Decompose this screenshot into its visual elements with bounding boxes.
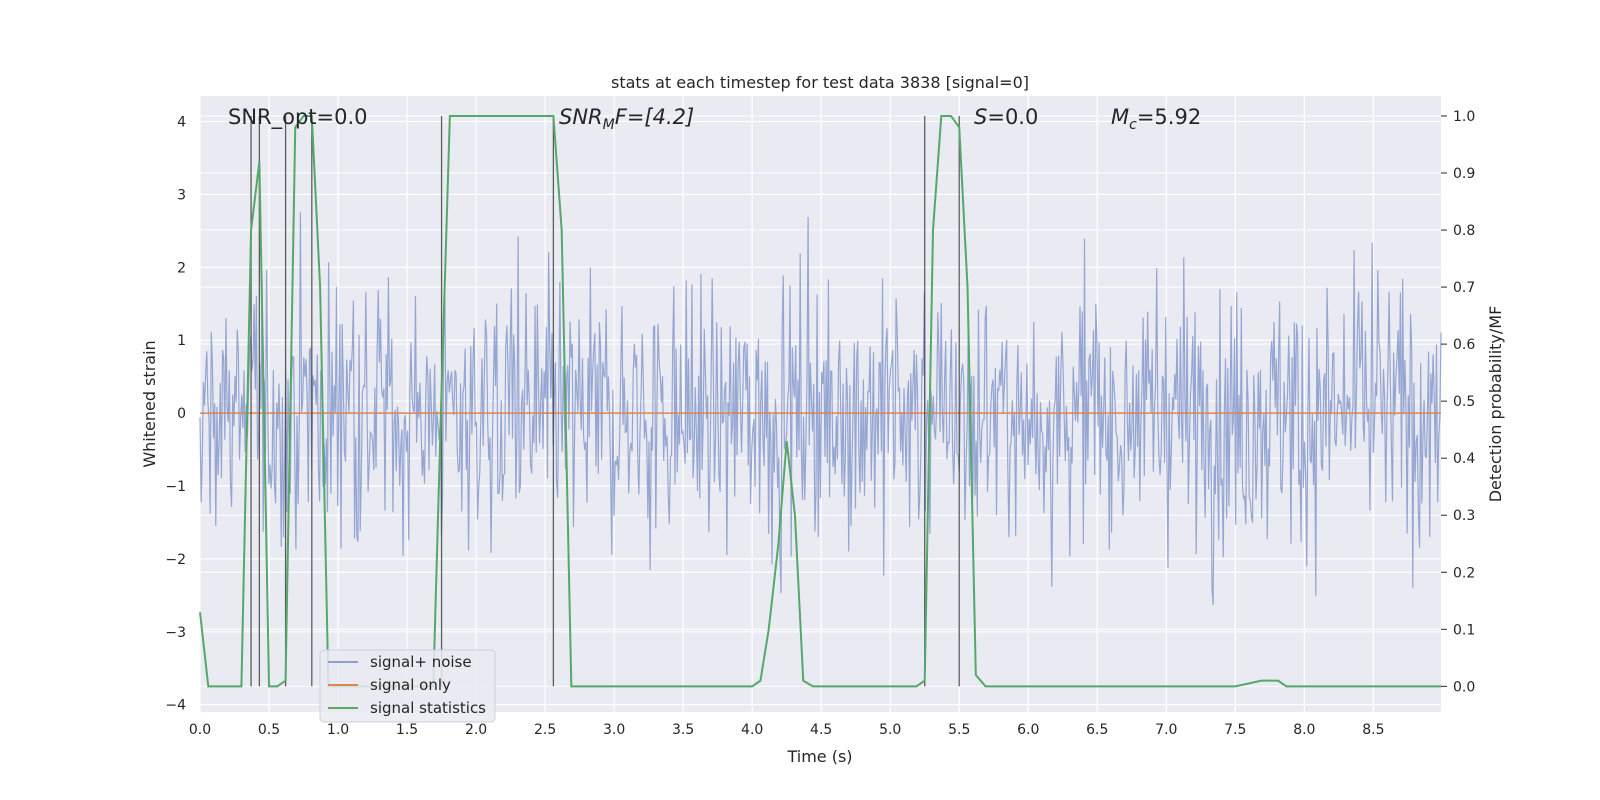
x-tick-label: 3.5 xyxy=(672,722,694,738)
mc-subscript: c xyxy=(1129,117,1137,133)
y-left-tick-label: 1 xyxy=(177,333,186,349)
s-label: S xyxy=(974,105,987,129)
y-left-tick-label: −2 xyxy=(165,552,186,568)
x-tick-label: 3.0 xyxy=(603,722,625,738)
chart-title: stats at each timestep for test data 383… xyxy=(611,73,1029,92)
legend-label-signal-statistics: signal statistics xyxy=(370,699,486,717)
x-tick-label: 4.0 xyxy=(741,722,763,738)
snr-mf-subscript: M xyxy=(603,117,615,133)
x-tick-label: 7.0 xyxy=(1155,722,1177,738)
s-value: =0.0 xyxy=(987,105,1038,129)
snr-opt-annotation: SNR_opt=0.0 xyxy=(228,105,368,130)
legend-box xyxy=(319,649,496,723)
snr-mf-value: F=[4.2] xyxy=(615,105,694,129)
legend: signal+ noise signal only signal statist… xyxy=(319,649,496,723)
y-right-tick-label: 0.9 xyxy=(1453,166,1475,182)
x-tick-label: 7.5 xyxy=(1224,722,1246,738)
signal-statistics-line xyxy=(199,114,1441,688)
y-right-tick-label: 0.4 xyxy=(1453,451,1475,467)
x-tick-label: 4.5 xyxy=(810,722,832,738)
x-tick-label: 1.0 xyxy=(327,722,349,738)
signal-noise-line xyxy=(199,212,1442,606)
s-annotation: S=0.0 xyxy=(974,105,1038,129)
y-left-tick-label: 2 xyxy=(177,260,186,276)
y-right-tick-label: 0.1 xyxy=(1453,622,1475,638)
y-left-tick-label: 0 xyxy=(177,406,186,422)
y-axis-left-label: Whitened strain xyxy=(140,340,159,467)
legend-label-signal-noise: signal+ noise xyxy=(370,653,472,671)
y-right-tick-label: 1.0 xyxy=(1453,109,1475,125)
y-axis-right-label: Detection probability/MF xyxy=(1486,306,1505,503)
x-tick-label: 0.5 xyxy=(258,722,280,738)
signal-noise-series xyxy=(199,212,1442,606)
y-left-tick-label: −3 xyxy=(165,625,186,641)
y-right-tick-label: 0.6 xyxy=(1453,337,1475,353)
x-tick-label: 6.0 xyxy=(1017,722,1039,738)
legend-label-signal-only: signal only xyxy=(370,676,451,694)
x-tick-label: 1.5 xyxy=(396,722,418,738)
x-tick-label: 5.0 xyxy=(879,722,901,738)
x-tick-label: 0.0 xyxy=(189,722,211,738)
x-tick-label: 8.5 xyxy=(1362,722,1384,738)
mc-label: M xyxy=(1111,105,1129,129)
y-left-tick-label: −4 xyxy=(165,698,186,714)
y-right-tick-label: 0.5 xyxy=(1453,394,1475,410)
signal-statistics-series xyxy=(199,114,1441,688)
y-right-tick-label: 0.7 xyxy=(1453,280,1475,296)
x-tick-label: 6.5 xyxy=(1086,722,1108,738)
y-right-tick-label: 0.3 xyxy=(1453,508,1475,524)
y-right-tick-label: 0.8 xyxy=(1453,223,1475,239)
x-axis-label: Time (s) xyxy=(786,747,852,766)
mc-value: =5.92 xyxy=(1137,105,1201,129)
y-left-tick-label: 3 xyxy=(177,187,186,203)
y-right-tick-label: 0.0 xyxy=(1453,679,1475,695)
x-tick-label: 2.5 xyxy=(534,722,556,738)
y-right-tick-label: 0.2 xyxy=(1453,565,1475,581)
y-left-tick-label: 4 xyxy=(177,115,186,131)
y-left-tick-label: −1 xyxy=(165,479,186,495)
x-tick-label: 8.0 xyxy=(1293,722,1315,738)
x-tick-label: 5.5 xyxy=(948,722,970,738)
snr-mf-annotation: SNRMF=[4.2] xyxy=(559,105,694,133)
axis-ticks: 0.0 0.5 1.0 1.5 2.0 2.5 3.0 3.5 4.0 4.5 5.0 5.5 6.0 6… xyxy=(165,109,1475,738)
snr-mf-label: SNR xyxy=(559,105,603,129)
x-tick-label: 2.0 xyxy=(465,722,487,738)
mc-annotation: Mc=5.92 xyxy=(1111,105,1201,133)
